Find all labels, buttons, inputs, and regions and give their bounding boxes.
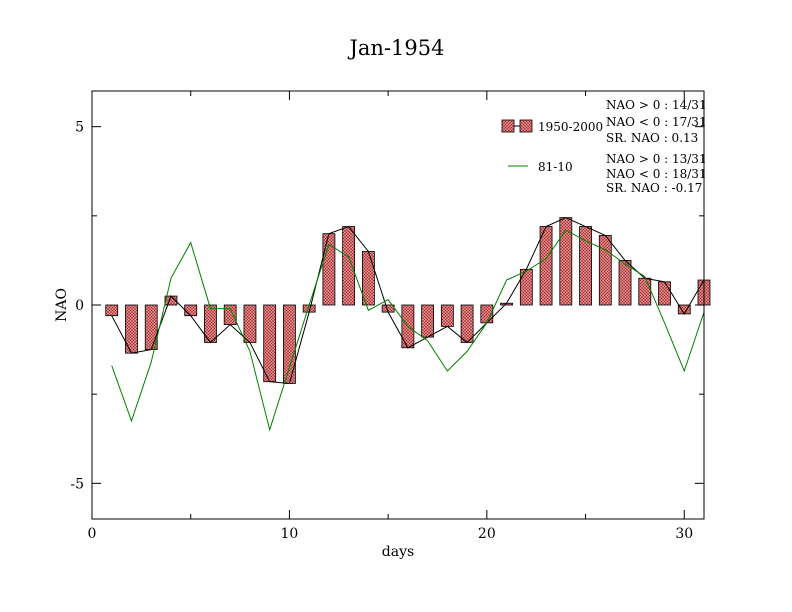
x-tick-label: 20 <box>478 526 496 542</box>
y-axis-label: NAO <box>54 288 70 322</box>
bar-day-26 <box>598 235 612 306</box>
bar-day-18 <box>440 304 454 327</box>
x-tick-label: 0 <box>88 526 97 542</box>
line-series-layer <box>111 217 705 432</box>
bar-day-13 <box>342 226 356 306</box>
bar-day-14 <box>361 251 375 306</box>
line-series-81-10 <box>111 229 705 432</box>
legend-swatch-left <box>501 119 515 133</box>
bar-day-23 <box>539 226 553 306</box>
legend: 1950-2000 81-10 NAO > 0 : 14/31 NAO < 0 … <box>501 98 707 195</box>
stat-nao-positive-81-10: NAO > 0 : 13/31 <box>606 152 707 166</box>
y-tick-label: -5 <box>70 476 84 492</box>
bar-day-29 <box>658 281 671 306</box>
bar-day-17 <box>421 304 435 338</box>
y-tick-label: 0 <box>75 298 84 314</box>
bar-day-28 <box>638 277 652 306</box>
bar-day-22 <box>519 268 533 306</box>
line-series-1950-2000 <box>111 217 705 385</box>
y-tick-label: 5 <box>75 120 84 136</box>
bar-day-9 <box>263 304 277 383</box>
stat-sr-nao-81-10: SR. NAO : -0.17 <box>606 181 702 195</box>
chart-title: Jan-1954 <box>347 36 444 60</box>
bar-day-19 <box>460 304 474 343</box>
x-axis-label: days <box>382 544 414 560</box>
stat-nao-positive-1950-2000: NAO > 0 : 14/31 <box>606 98 707 112</box>
legend-swatch-right <box>519 119 533 133</box>
x-tick-label: 30 <box>675 526 693 542</box>
bar-day-8 <box>243 304 257 343</box>
x-tick-label: 10 <box>281 526 299 542</box>
bar-day-1 <box>105 304 119 317</box>
bar-series-1950-2000 <box>105 217 711 384</box>
bar-day-7 <box>223 304 237 326</box>
bar-day-5 <box>184 304 198 317</box>
stat-nao-negative-1950-2000: NAO < 0 : 17/31 <box>606 115 707 129</box>
legend-label-81-10: 81-10 <box>538 160 573 174</box>
axis-ticks: 0 10 20 30 -5 0 5 <box>70 91 704 542</box>
stat-nao-negative-81-10: NAO < 0 : 18/31 <box>606 167 707 181</box>
bar-day-10 <box>283 304 296 384</box>
legend-label-1950-2000: 1950-2000 <box>538 120 603 134</box>
stat-sr-nao-1950-2000: SR. NAO : 0.13 <box>606 131 698 145</box>
